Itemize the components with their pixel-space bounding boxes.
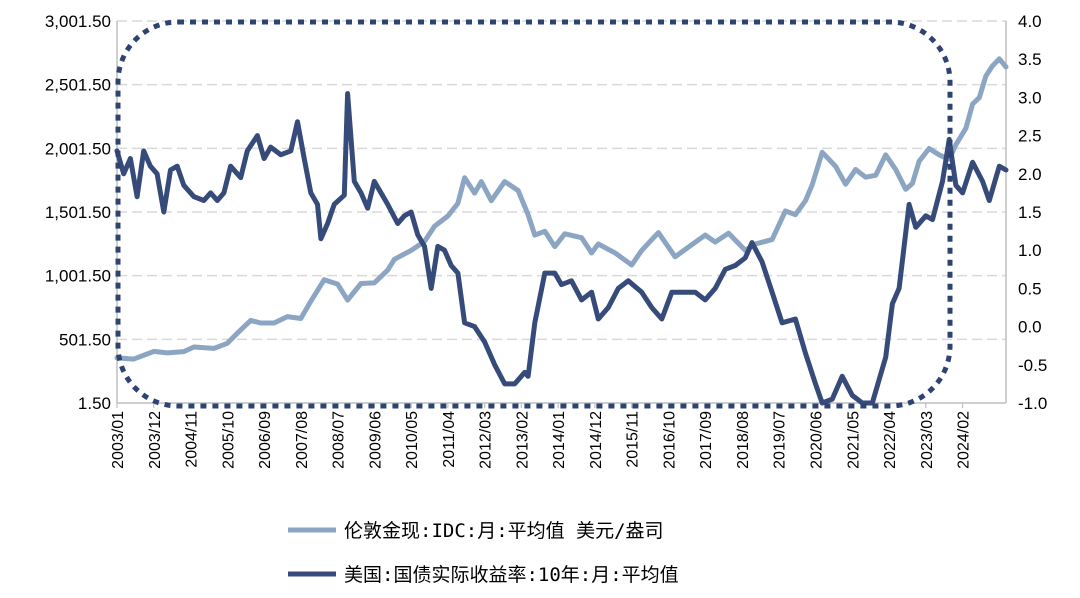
x-tick-label: 2018/08 [735, 411, 752, 469]
left-tick-label: 1,001.50 [45, 267, 111, 286]
x-tick-label: 2008/07 [331, 411, 348, 469]
x-axis: 2003/01 2003/12 2004/11 2005/10 2006/09 2007/… [110, 403, 973, 469]
right-tick-label: 0.0 [1018, 318, 1042, 337]
series-line-gold [114, 56, 1009, 362]
x-tick-label: 2006/09 [257, 411, 274, 469]
right-tick-label: 2.0 [1018, 165, 1042, 184]
right-tick-label: -0.5 [1018, 356, 1047, 375]
x-tick-label: 2020/06 [809, 411, 826, 469]
right-tick-label: 0.5 [1018, 279, 1042, 298]
x-tick-label: 2004/11 [184, 411, 201, 468]
series-line-yield [114, 91, 1009, 406]
legend-label-gold: 伦敦金现:IDC:月:平均值 美元/盎司 [344, 520, 664, 542]
left-tick-label: 3,001.50 [45, 12, 111, 31]
left-tick-label: 2,001.50 [45, 139, 111, 158]
x-tick-label: 2007/08 [294, 411, 311, 469]
x-tick-label: 2022/04 [882, 411, 899, 469]
x-tick-label: 2015/11 [625, 411, 642, 468]
left-tick-label: 2,501.50 [45, 76, 111, 95]
legend: 伦敦金现:IDC:月:平均值 美元/盎司 美国:国债实际收益率:10年:月:平均… [288, 520, 679, 586]
right-tick-label: 3.5 [1018, 50, 1042, 69]
right-tick-label: 1.5 [1018, 203, 1042, 222]
left-tick-label: 501.50 [59, 330, 111, 349]
right-tick-label: 1.0 [1018, 241, 1042, 260]
x-tick-label: 2024/02 [956, 411, 973, 469]
legend-item-yield: 美国:国债实际收益率:10年:月:平均值 [288, 564, 679, 586]
right-tick-label: 2.5 [1018, 127, 1042, 146]
highlight-dashed-box [115, 19, 953, 409]
x-tick-label: 2019/07 [772, 411, 789, 469]
x-tick-label: 2012/03 [478, 411, 495, 469]
legend-label-yield: 美国:国债实际收益率:10年:月:平均值 [344, 564, 679, 586]
x-tick-label: 2014/12 [588, 411, 605, 469]
x-tick-label: 2014/01 [551, 411, 568, 469]
x-tick-label: 2016/10 [661, 411, 678, 469]
x-tick-label: 2021/05 [845, 411, 862, 469]
left-axis: 1.50 501.50 1,001.50 1,501.50 2,001.50 2,501.… [45, 12, 111, 413]
right-tick-label: 3.0 [1018, 88, 1042, 107]
left-tick-label: 1,501.50 [45, 203, 111, 222]
x-tick-label: 2003/12 [147, 411, 164, 469]
right-axis: -1.0 -0.5 0.0 0.5 1.0 1.5 2.0 2.5 3.0 3.5 4.0 [1018, 12, 1047, 413]
series-group [114, 56, 1009, 406]
x-tick-label: 2017/09 [698, 411, 715, 469]
x-tick-label: 2011/04 [441, 411, 458, 468]
x-tick-label: 2013/02 [514, 411, 531, 469]
x-tick-label: 2003/01 [110, 411, 127, 469]
right-tick-label: 4.0 [1018, 12, 1042, 31]
legend-item-gold: 伦敦金现:IDC:月:平均值 美元/盎司 [288, 520, 664, 542]
x-tick-label: 2005/10 [220, 411, 237, 469]
left-tick-label: 1.50 [78, 394, 111, 413]
x-tick-label: 2009/06 [367, 411, 384, 469]
grid-lines [116, 20, 1007, 404]
right-tick-label: -1.0 [1018, 394, 1047, 413]
x-tick-label: 2010/05 [404, 411, 421, 469]
x-tick-label: 2023/03 [919, 411, 936, 469]
